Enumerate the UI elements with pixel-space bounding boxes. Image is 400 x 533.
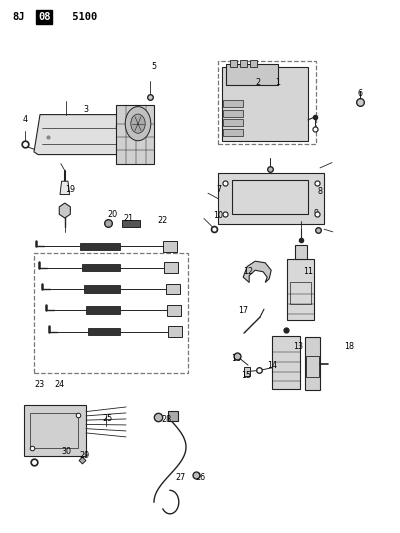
Bar (250, 60, 257, 67)
Bar (240, 60, 247, 67)
Text: 4: 4 (22, 116, 27, 124)
Bar (272, 336, 300, 389)
Polygon shape (60, 181, 70, 195)
Text: 30: 30 (61, 447, 71, 456)
Bar (164, 262, 178, 273)
Text: 27: 27 (175, 473, 185, 481)
Text: 8: 8 (318, 188, 322, 196)
Text: 11: 11 (303, 268, 313, 276)
Text: 19: 19 (65, 185, 75, 193)
Text: 17: 17 (238, 306, 248, 314)
Bar (80, 243, 120, 250)
Bar (244, 367, 250, 376)
Bar (305, 337, 320, 390)
Bar (168, 326, 182, 337)
Bar (295, 245, 307, 259)
Text: 13: 13 (293, 342, 303, 351)
Bar (218, 61, 316, 144)
Polygon shape (34, 115, 122, 155)
Bar (290, 282, 311, 304)
Text: 5100: 5100 (66, 12, 97, 22)
Bar (223, 119, 243, 126)
Text: 22: 22 (157, 216, 167, 224)
Circle shape (125, 107, 151, 141)
Text: 6: 6 (358, 89, 362, 98)
Text: 15: 15 (241, 372, 251, 380)
Text: 25: 25 (102, 414, 112, 423)
Text: 16: 16 (231, 354, 241, 362)
Polygon shape (59, 203, 70, 218)
Bar (88, 328, 120, 335)
Bar (84, 285, 120, 293)
Text: 1: 1 (276, 78, 280, 87)
Text: 28: 28 (161, 415, 171, 424)
Text: 14: 14 (267, 361, 277, 369)
Bar (223, 100, 243, 107)
Bar (230, 60, 237, 67)
Text: 29: 29 (79, 451, 89, 460)
Bar (218, 173, 324, 224)
Bar (168, 411, 178, 421)
Bar (222, 67, 308, 141)
Text: 7: 7 (217, 185, 222, 193)
Text: 5: 5 (152, 62, 156, 71)
Text: 08: 08 (38, 12, 50, 22)
Bar (223, 110, 243, 117)
Text: 26: 26 (195, 473, 205, 481)
Bar (86, 306, 120, 314)
Text: 10: 10 (213, 212, 223, 220)
Text: 23: 23 (34, 381, 44, 389)
Bar (24, 405, 86, 456)
Bar (122, 220, 140, 227)
Text: 20: 20 (107, 211, 117, 219)
Bar (232, 180, 308, 214)
Text: 9: 9 (314, 209, 318, 217)
Bar (116, 105, 154, 164)
Bar (167, 305, 181, 316)
Polygon shape (243, 261, 271, 282)
Text: 21: 21 (123, 214, 133, 223)
Bar (34, 253, 188, 373)
Text: 24: 24 (54, 381, 64, 389)
Bar (30, 413, 78, 448)
Bar (82, 264, 120, 271)
Text: 2: 2 (256, 78, 260, 87)
Bar (223, 129, 243, 136)
Bar (226, 64, 278, 85)
Bar (306, 356, 319, 377)
Text: 18: 18 (344, 342, 354, 351)
Bar (163, 241, 177, 252)
Text: 3: 3 (84, 105, 88, 114)
Text: 12: 12 (243, 268, 253, 276)
Bar (166, 284, 180, 294)
Circle shape (131, 114, 145, 133)
Text: 8J: 8J (12, 12, 24, 22)
Bar (287, 259, 314, 320)
